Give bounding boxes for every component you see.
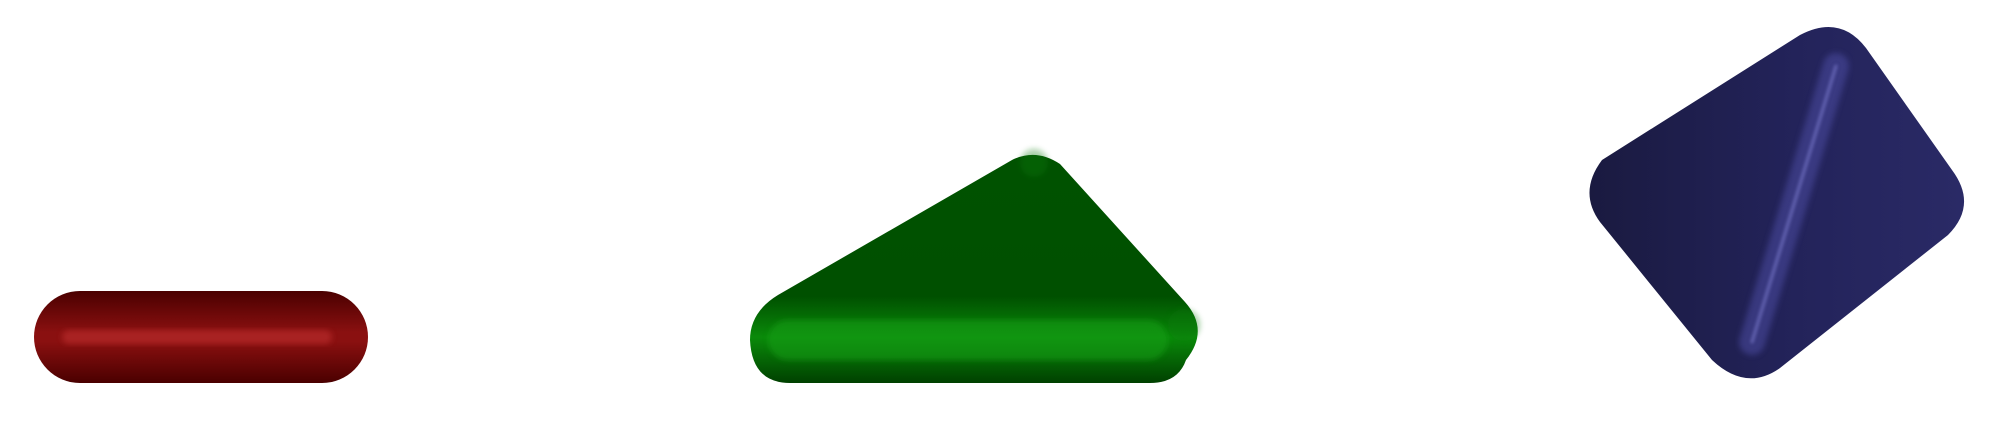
blue-diamond-shape — [1589, 26, 1965, 379]
red-capsule-shape — [34, 291, 368, 383]
green-triangle-shape — [750, 149, 1200, 383]
